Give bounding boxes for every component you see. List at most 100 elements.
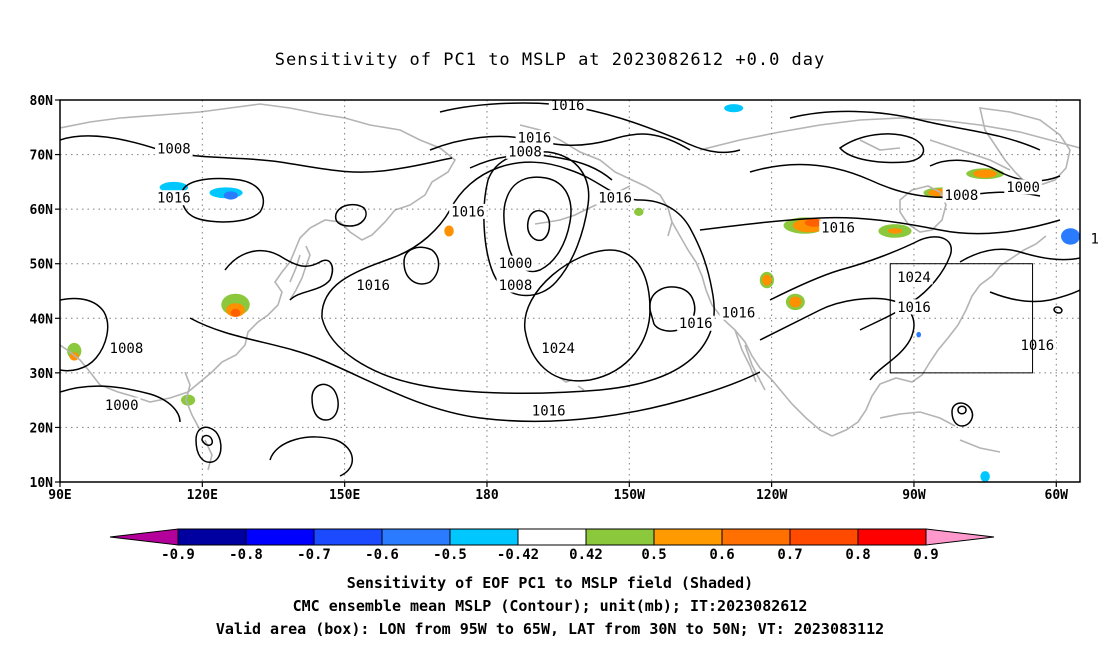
colorbar-label: -0.5: [433, 547, 467, 563]
colorbar-label: -0.42: [497, 547, 539, 563]
contour-low-caribbean: [951, 402, 974, 427]
contour-label: 1000: [105, 398, 139, 414]
lat-label: 10N: [30, 476, 54, 491]
shaded-region-14: [804, 218, 824, 227]
contour-1000-india: [60, 385, 181, 423]
shaded-region-16: [762, 274, 772, 286]
colorbar-label: -0.9: [161, 547, 195, 563]
contour-label: 1024: [541, 341, 575, 357]
lon-label: 120E: [187, 488, 218, 500]
sensitivity-map: 1016101610081008101610161016100010081016…: [30, 94, 1100, 500]
contour-1008-arctic: [469, 154, 613, 181]
contour-label-bg: [155, 141, 193, 157]
contour-1016-arctic-2: [429, 133, 691, 151]
map-frame: [59, 99, 1081, 483]
shaded-region-10: [180, 394, 196, 406]
shaded-region-0: [159, 181, 189, 193]
colorbar-label: 0.7: [777, 547, 802, 563]
contour-label: 1008: [945, 188, 979, 204]
contour-label-bg: [548, 97, 587, 113]
coastline-gulf: [831, 324, 959, 437]
shaded-region-11: [444, 225, 454, 237]
contour-low-philippine: [195, 426, 222, 463]
contour-1016-atlantic-2: [989, 289, 1080, 303]
contour-1008-india: [60, 297, 109, 372]
contour-992-aleutian: [526, 209, 551, 242]
colorbar-cell: [857, 528, 927, 546]
coastline-layer: [60, 103, 1080, 471]
lon-label: 180: [475, 488, 499, 500]
contour-label-bg: [942, 187, 981, 203]
colorbar-label: -0.7: [297, 547, 331, 563]
contour-1008-siberia: [60, 135, 453, 173]
lon-label: 150E: [329, 488, 360, 500]
colorbar-cell: [245, 528, 315, 546]
map-background: [60, 100, 1080, 482]
lat-label: 30N: [30, 367, 54, 382]
contour-label-bg: [719, 304, 758, 320]
contour-label: 1016: [451, 204, 485, 220]
coastline-hudson-bay: [899, 185, 947, 233]
contour-label: 1008: [499, 278, 533, 294]
contour-label-bg: [155, 190, 193, 206]
shaded-region-18: [789, 296, 802, 308]
contour-label-layer: 1016101610081008101610161016100010081016…: [102, 97, 1100, 420]
contour-label: 1016: [356, 278, 390, 294]
colorbar-label: -0.6: [365, 547, 399, 563]
contour-label-bg: [354, 277, 392, 293]
lon-label: 60W: [1045, 488, 1069, 500]
contour-label: 1024: [897, 270, 931, 286]
contour-1016-south: [189, 317, 761, 423]
lat-label: 20N: [30, 421, 54, 436]
contour-1000-labrador: [929, 159, 1061, 182]
lat-label: 60N: [30, 203, 54, 218]
colorbar-cell: [585, 528, 655, 546]
contour-label: 1016: [598, 191, 632, 207]
contour-label-bg: [676, 315, 715, 331]
shaded-region-4: [1061, 228, 1080, 245]
contour-label-bg: [1018, 337, 1057, 353]
contour-label-bg: [1088, 231, 1100, 247]
caption-line-1: Sensitivity of EOF PC1 to MSLP field (Sh…: [346, 574, 754, 592]
contour-label: 1016: [679, 316, 713, 332]
contour-label: 1008: [508, 144, 542, 160]
lon-label: 150W: [614, 488, 645, 500]
shaded-region-7: [230, 308, 241, 317]
contour-label: 1008: [110, 341, 144, 357]
contour-1016-atlantic: [959, 248, 1080, 263]
contour-label-bg: [496, 255, 535, 271]
contour-label: 1000: [499, 256, 533, 272]
contour-canada-arctic-2: [838, 133, 925, 164]
lon-label: 90W: [902, 488, 926, 500]
contour-1016-pacific-high: [321, 161, 715, 395]
contour-label-bg: [506, 143, 544, 159]
shaded-region-24: [973, 169, 997, 178]
contour-label: 1016: [897, 300, 931, 316]
coastline-canada-arctic: [699, 117, 1080, 171]
contour-label-bg: [529, 403, 568, 419]
caption-line-3: Valid area (box): LON from 95W to 65W, L…: [215, 620, 885, 638]
coastline-baja: [734, 329, 766, 391]
colorbar-label: 0.8: [845, 547, 870, 563]
contour-label: 1016: [1020, 338, 1054, 354]
colorbar-cell: [449, 528, 519, 546]
contour-1008-aleutian: [483, 150, 590, 297]
chart-title: Sensitivity of PC1 to MSLP at 2023082612…: [274, 50, 826, 70]
contour-canada-arctic-1: [789, 110, 1041, 151]
colorbar-cell: [381, 528, 451, 546]
colorbar-cell: [313, 528, 383, 546]
contour-label: 1016: [821, 221, 855, 237]
colorbar-layer: -0.9 -0.8 -0.7 -0.6 -0.5 -0.42 0.42 0.5 0.6 0.7 0.…: [109, 528, 995, 563]
lat-label: 40N: [30, 312, 54, 327]
coastline-namerica-west: [671, 221, 833, 437]
contour-low-atlantic: [1053, 306, 1063, 314]
shaded-region-26: [916, 331, 922, 338]
contour-low-philippine-inner: [201, 434, 214, 446]
contour-label: 1008: [157, 142, 191, 158]
contour-low-wpac: [311, 383, 339, 421]
lat-label: 70N: [30, 149, 54, 164]
shaded-region-3: [724, 104, 744, 113]
contour-label: 1016: [518, 131, 552, 147]
lat-label: 50N: [30, 258, 54, 273]
contour-label-bg: [1004, 179, 1042, 195]
